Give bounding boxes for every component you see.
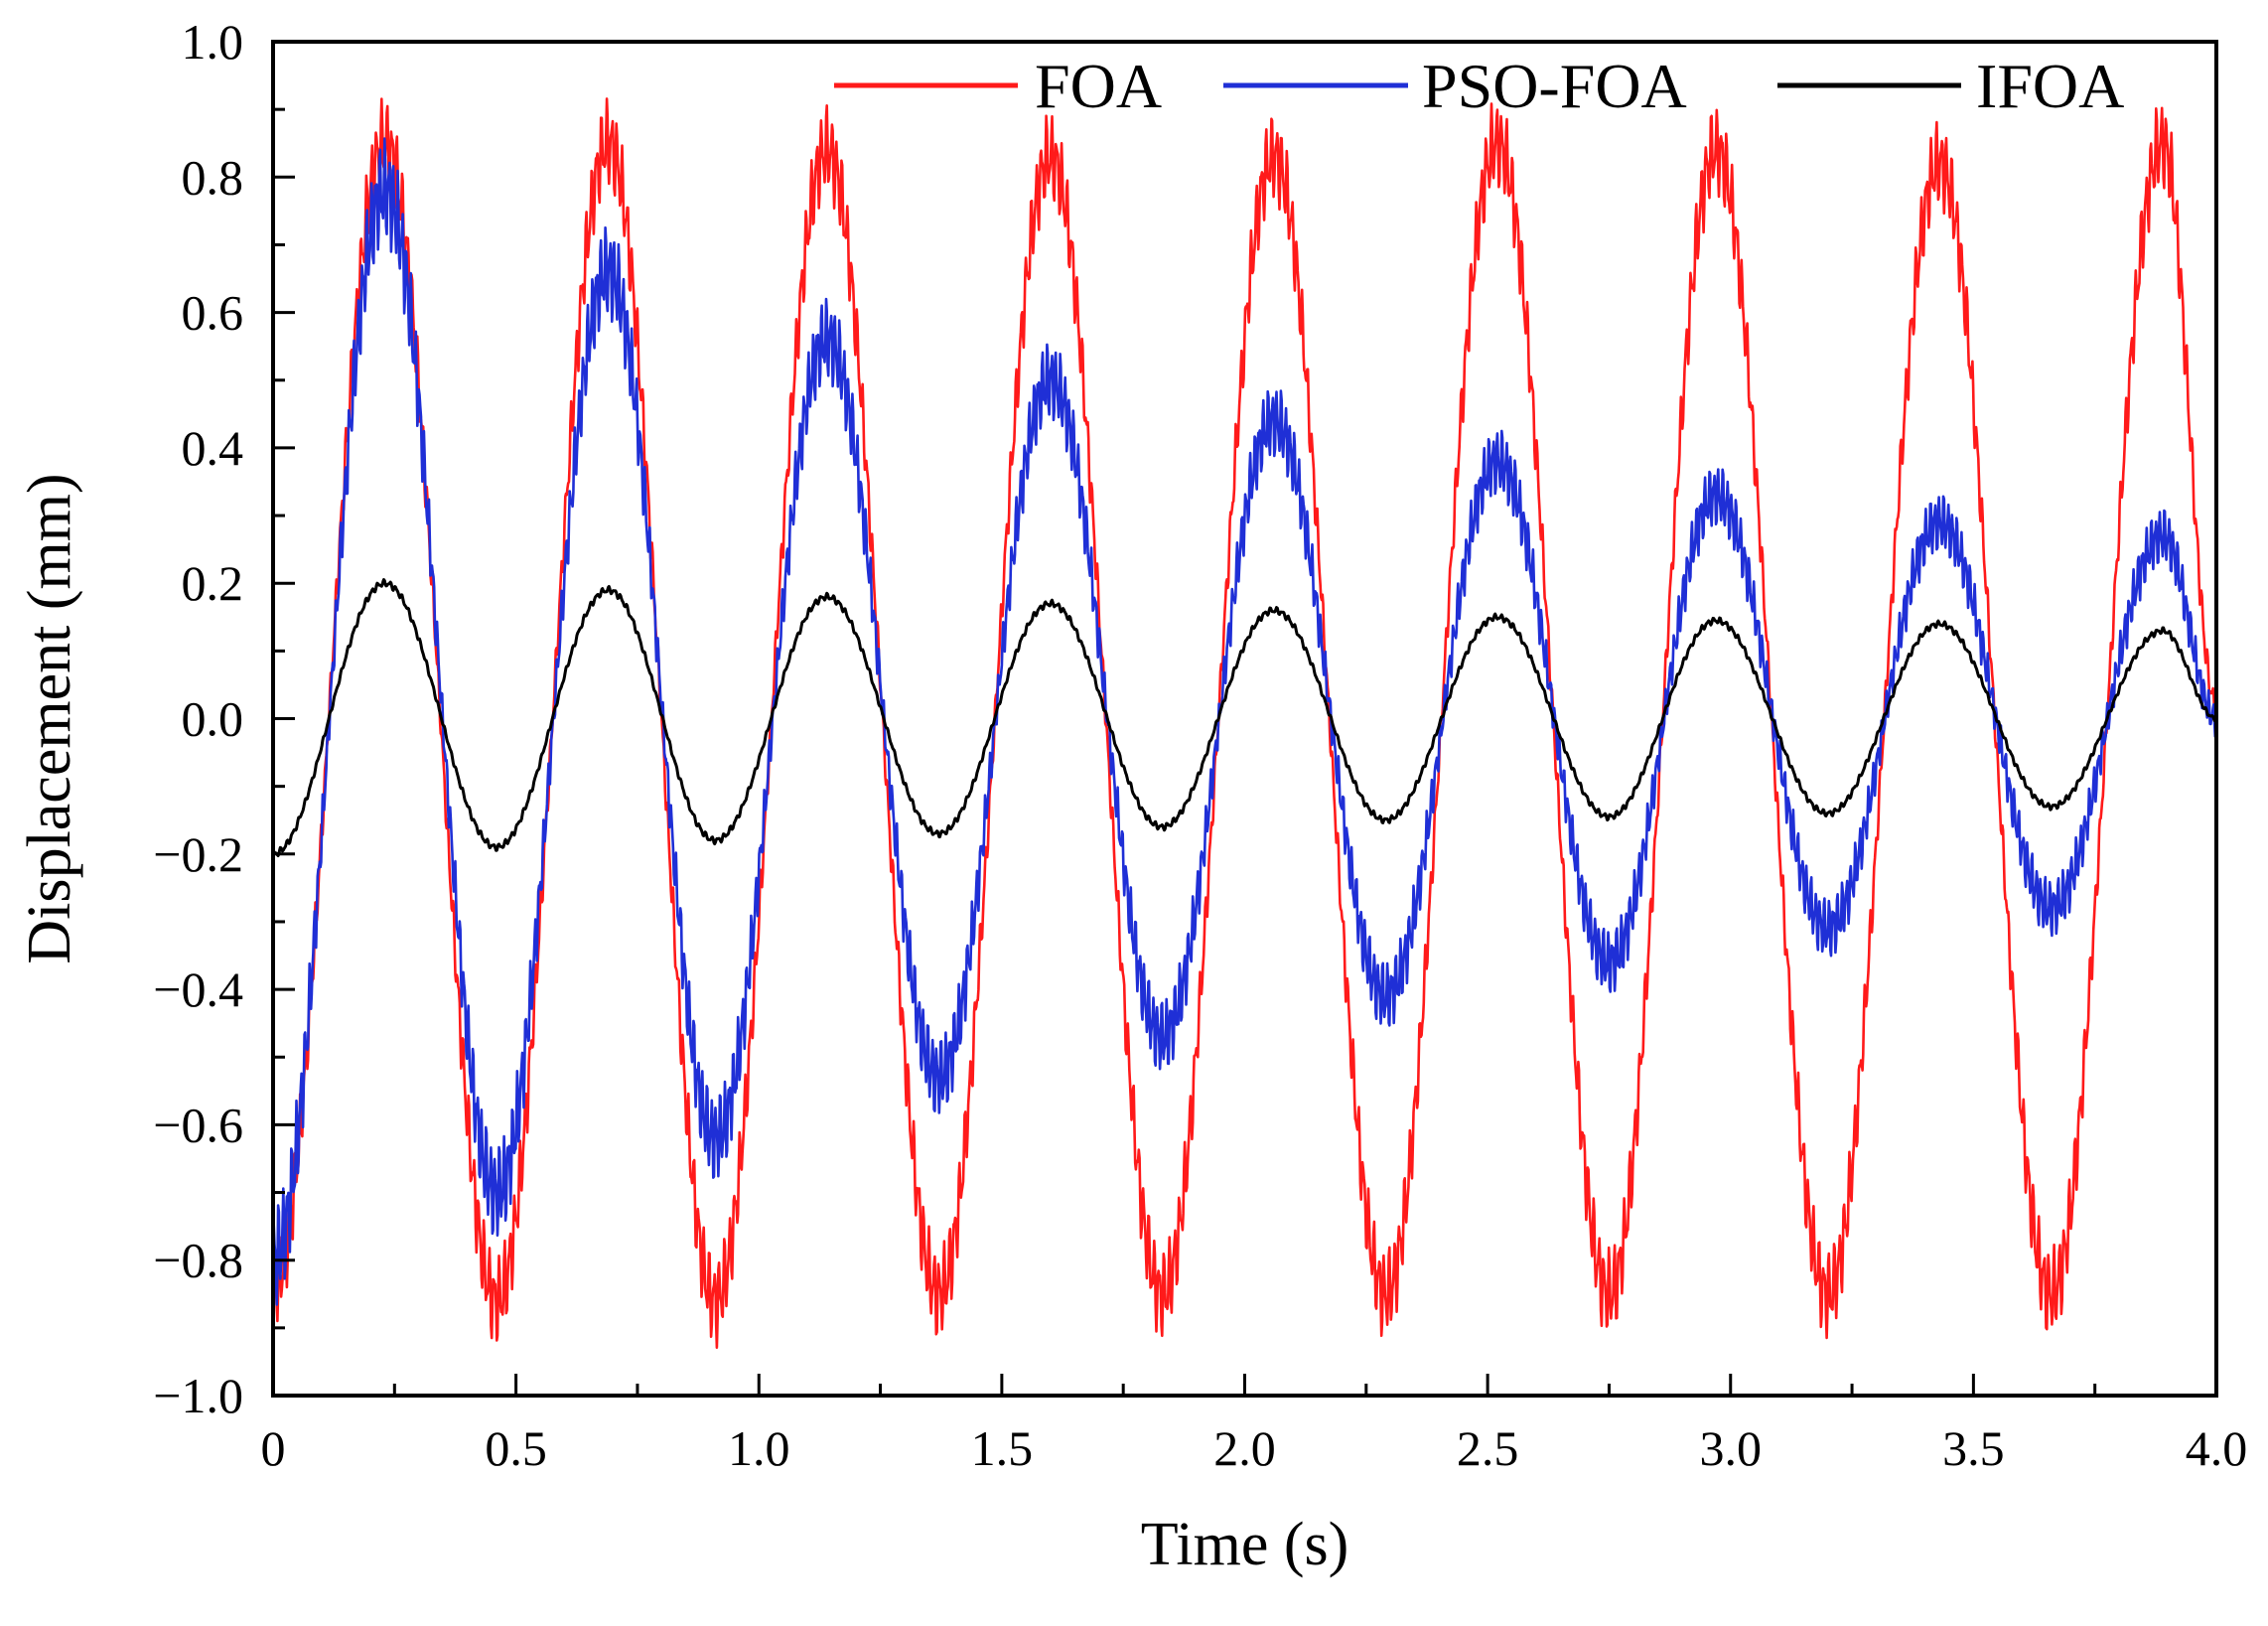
y-tick-label: −0.4 [153, 961, 243, 1017]
y-tick-label: −0.6 [153, 1097, 243, 1152]
y-tick-label: −0.2 [153, 826, 243, 882]
legend: FOA PSO-FOA IFOA [834, 51, 2124, 121]
x-tick-label: 2.5 [1457, 1420, 1519, 1476]
x-tick-label: 4.0 [2186, 1420, 2248, 1476]
x-tick-label: 0 [261, 1420, 286, 1476]
series-line-ifoa [273, 578, 2216, 857]
y-tick-label: 0.6 [182, 285, 244, 341]
y-tick-label: −1.0 [153, 1368, 243, 1423]
y-tick-label: −0.8 [153, 1233, 243, 1288]
series-line-foa [273, 97, 2216, 1349]
legend-label-pso-foa: PSO-FOA [1422, 51, 1687, 121]
y-tick-label: 0.4 [182, 420, 244, 476]
x-tick-label: 0.5 [485, 1420, 547, 1476]
x-tick-label: 2.0 [1213, 1420, 1276, 1476]
x-axis-title: Time (s) [1141, 1511, 1349, 1578]
y-tick-label: 0.0 [182, 691, 244, 747]
y-axis-title: Displacement (mm) [16, 473, 83, 963]
plot-series [273, 97, 2216, 1349]
y-axis: 1.0 0.8 0.6 0.4 0.2 0.0 −0.2 −0.4 −0.6 −0.8 −1.0 [153, 14, 295, 1423]
y-tick-label: 1.0 [182, 14, 244, 70]
series-line-pso-foa [273, 137, 2216, 1306]
x-tick-label: 3.0 [1700, 1420, 1763, 1476]
x-tick-label: 3.5 [1942, 1420, 2005, 1476]
y-tick-label: 0.2 [182, 555, 244, 611]
x-axis: 0 0.5 1.0 1.5 2.0 2.5 3.0 3.5 4.0 [261, 1374, 2248, 1476]
legend-label-foa: FOA [1035, 51, 1162, 121]
x-tick-label: 1.0 [728, 1420, 790, 1476]
legend-label-ifoa: IFOA [1976, 51, 2124, 121]
y-tick-label: 0.8 [182, 149, 244, 205]
x-tick-label: 1.5 [971, 1420, 1034, 1476]
